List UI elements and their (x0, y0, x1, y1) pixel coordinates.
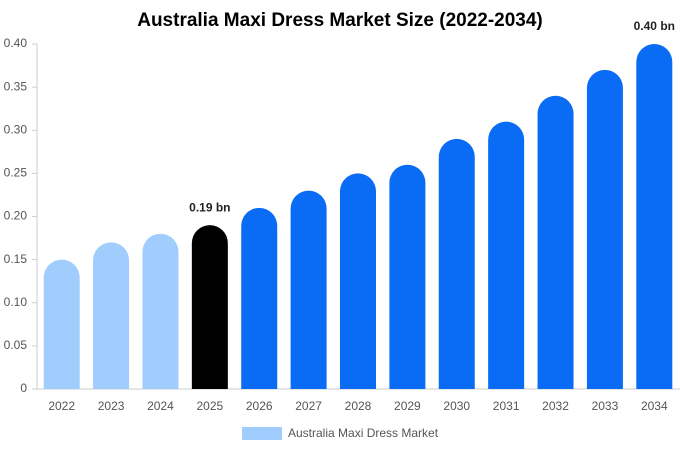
x-tick-label: 2024 (147, 399, 174, 413)
value-label: 0.19 bn (189, 200, 230, 214)
y-tick-label: 0.40 (4, 36, 28, 50)
y-tick-label: 0 (20, 381, 27, 395)
bar (636, 44, 673, 389)
x-tick-label: 2032 (542, 399, 569, 413)
bar (537, 95, 574, 389)
bar (191, 225, 228, 389)
y-tick-label: 0.35 (4, 79, 28, 93)
bar (340, 173, 376, 389)
x-tick-label: 2030 (443, 399, 470, 413)
bar (43, 259, 80, 389)
y-tick-label: 0.05 (4, 338, 28, 352)
chart-title: Australia Maxi Dress Market Size (2022-2… (137, 10, 543, 31)
x-tick-label: 2034 (641, 399, 668, 413)
x-tick-label: 2029 (394, 399, 421, 413)
x-tick-label: 2026 (246, 399, 273, 413)
y-tick-label: 0.15 (4, 252, 28, 266)
x-tick-label: 2025 (196, 399, 223, 413)
bar (586, 69, 623, 389)
x-tick-label: 2028 (345, 399, 372, 413)
x-tick-label: 2027 (295, 399, 322, 413)
bar (488, 121, 525, 390)
bar (389, 164, 426, 389)
bar (438, 138, 475, 389)
x-tick-label: 2022 (48, 399, 75, 413)
bar (142, 233, 179, 389)
y-tick-label: 0.25 (4, 166, 28, 180)
legend-label: Australia Maxi Dress Market (288, 426, 439, 440)
y-tick-label: 0.20 (4, 209, 28, 223)
x-tick-label: 2031 (493, 399, 520, 413)
bar (241, 207, 278, 389)
x-tick-label: 2033 (592, 399, 619, 413)
y-tick-label: 0.10 (4, 295, 28, 309)
bar (290, 190, 327, 389)
value-label: 0.40 bn (634, 19, 675, 33)
x-tick-label: 2023 (98, 399, 125, 413)
y-tick-label: 0.30 (4, 122, 28, 136)
bar (93, 242, 130, 389)
legend-swatch (242, 427, 282, 440)
